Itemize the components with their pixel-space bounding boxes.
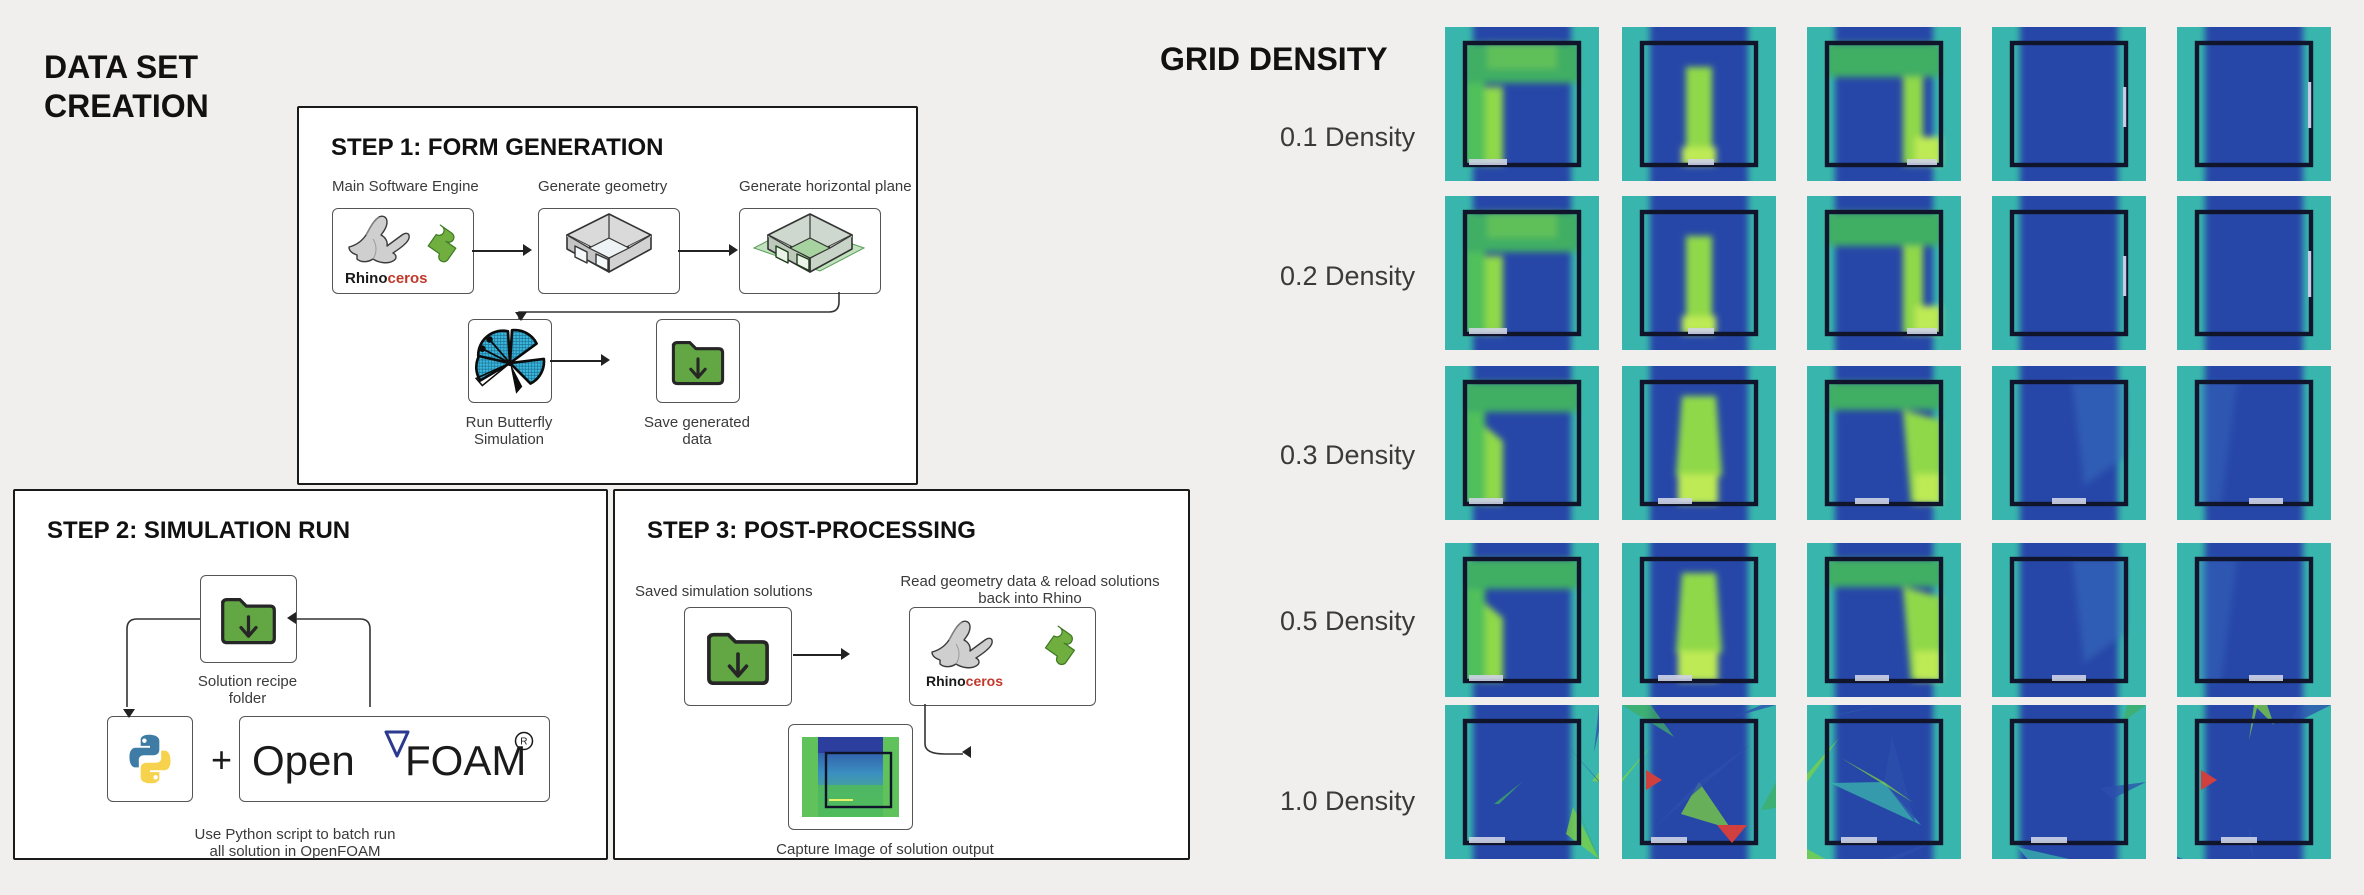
svg-text:Rhinoceros: Rhinoceros	[926, 673, 1003, 689]
svg-text:Rhinoceros: Rhinoceros	[345, 270, 428, 287]
svg-text:R: R	[520, 737, 527, 748]
svg-text:Open: Open	[252, 737, 355, 784]
svg-text:FOAM: FOAM	[405, 737, 526, 784]
